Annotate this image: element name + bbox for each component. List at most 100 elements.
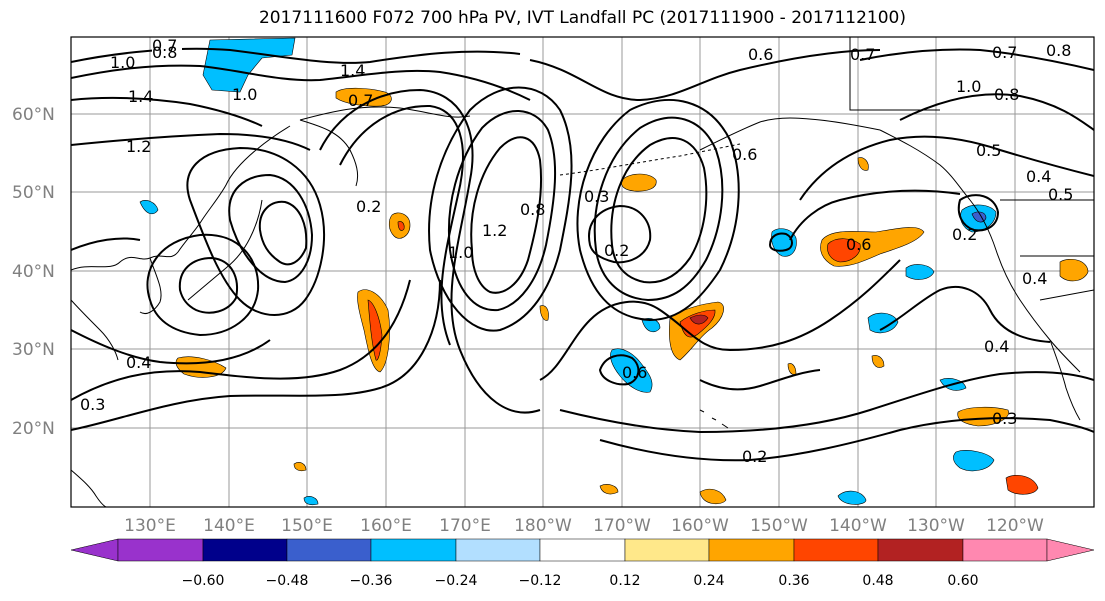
shade-blue-150w xyxy=(771,228,797,257)
contour-label: 0.3 xyxy=(584,187,609,206)
colorbar-segment xyxy=(370,538,457,562)
contour-line xyxy=(319,88,541,414)
shade-blue-bottom-1 xyxy=(837,490,867,505)
colorbar-tick-label: −0.36 xyxy=(350,573,393,589)
contour-label: 1.4 xyxy=(128,87,153,106)
colorbar-segment xyxy=(202,538,288,562)
shade-blue-20n-east xyxy=(953,450,995,472)
shade-red-15n-east xyxy=(1005,475,1039,495)
colorbar-tick-label: 0.48 xyxy=(862,573,893,589)
ivt-shading xyxy=(139,37,1089,506)
shade-orange-small-6 xyxy=(857,157,869,171)
coastline-aleutians xyxy=(559,143,741,176)
contour-line xyxy=(71,64,531,101)
lon-label: 140°E xyxy=(203,516,255,536)
contour-label: 0.3 xyxy=(80,395,105,414)
lon-label: 140°W xyxy=(829,516,887,536)
contour-label: 0.4 xyxy=(1022,269,1047,288)
colorbar-segment xyxy=(877,538,964,562)
contour-line xyxy=(699,369,821,391)
colorbar-tick-label: 0.24 xyxy=(693,573,724,589)
colorbar-segment xyxy=(539,538,626,562)
coastline-alaska xyxy=(699,117,881,151)
colorbar-tick-label: −0.48 xyxy=(266,573,309,589)
contour-label: 1.4 xyxy=(340,61,365,80)
coastline-korea xyxy=(139,257,162,315)
contour-line xyxy=(146,233,260,337)
coastline-bc xyxy=(879,129,971,201)
colorbar-segment xyxy=(286,538,372,562)
contour-line xyxy=(599,417,1094,462)
contour-label: 0.5 xyxy=(1048,185,1073,204)
contour-line xyxy=(178,256,238,314)
colorbar-segment xyxy=(793,538,879,562)
contour-label: 0.8 xyxy=(1046,41,1071,60)
colorbar-tick-label: 0.36 xyxy=(778,573,809,589)
contour-line xyxy=(71,132,311,151)
contour-label: 1.2 xyxy=(126,137,151,156)
contour-label: 0.4 xyxy=(126,353,151,372)
contour-line xyxy=(71,47,521,64)
lat-label: 50°N xyxy=(12,183,55,203)
lat-label: 30°N xyxy=(12,340,55,360)
contour-line xyxy=(598,354,640,386)
contour-line xyxy=(428,86,573,332)
lon-label: 160°W xyxy=(671,516,729,536)
map-frame xyxy=(70,36,1095,508)
colorbar-tick-label: −0.24 xyxy=(435,573,478,589)
coastline-west-us xyxy=(969,199,1081,373)
coastline-kamchatka xyxy=(299,119,359,187)
colorbar-segment xyxy=(455,538,541,562)
coastlines xyxy=(71,37,1094,507)
contour-label: 1.0 xyxy=(448,243,473,262)
colorbar-segment xyxy=(962,538,1048,562)
contour-label: 0.2 xyxy=(952,225,977,244)
colorbar xyxy=(70,538,1095,562)
contour-label: 0.7 xyxy=(348,91,373,110)
colorbar-tick-label: −0.12 xyxy=(519,573,562,589)
shade-orange-small-3 xyxy=(293,462,307,472)
lat-label: 60°N xyxy=(12,105,55,125)
contour-line xyxy=(899,93,1094,131)
contour-label: 0.6 xyxy=(748,45,773,64)
shade-orange-baja xyxy=(1059,259,1089,282)
contour-label: 0.6 xyxy=(622,363,647,382)
shade-darkred-160w xyxy=(689,314,709,325)
contour-line xyxy=(539,259,901,381)
shade-red-small-1 xyxy=(397,221,405,231)
shade-blue-165w xyxy=(641,318,661,333)
lon-label: 180°W xyxy=(514,516,572,536)
shade-orange-20n-east xyxy=(957,406,1009,427)
contour-line xyxy=(957,194,1000,232)
shade-orange-small-2 xyxy=(599,484,619,495)
shade-red-140w xyxy=(827,238,861,263)
contour-line xyxy=(186,146,326,316)
colorbar-segment xyxy=(117,538,204,562)
contour-label: 0.7 xyxy=(850,45,875,64)
contour-line xyxy=(593,116,724,302)
contour-line xyxy=(71,237,141,251)
coastline-asia xyxy=(71,125,291,271)
contour-line xyxy=(71,279,441,431)
contour-label: 0.2 xyxy=(356,197,381,216)
coastline-hawaii xyxy=(699,409,729,429)
colorbar-tick-label: 0.60 xyxy=(947,573,978,589)
contour-line xyxy=(339,104,464,346)
colorbar-max-arrow xyxy=(1046,538,1095,562)
shade-blue-145e xyxy=(139,200,159,215)
contour-line xyxy=(71,96,263,127)
shade-blue-170w xyxy=(610,348,653,393)
contour-line xyxy=(559,371,1094,434)
lon-label: 150°E xyxy=(281,516,333,536)
contour-label: 1.0 xyxy=(956,77,981,96)
colorbar-segment xyxy=(708,538,795,562)
contour-line xyxy=(789,189,961,241)
coastline-china xyxy=(71,299,119,361)
shade-orange-small-4 xyxy=(871,355,885,368)
shade-orange-50n xyxy=(621,173,657,192)
contour-label: 0.7 xyxy=(992,43,1017,62)
contour-line xyxy=(71,329,271,365)
coastline-baja xyxy=(1049,339,1081,421)
lon-label: 130°E xyxy=(124,516,176,536)
